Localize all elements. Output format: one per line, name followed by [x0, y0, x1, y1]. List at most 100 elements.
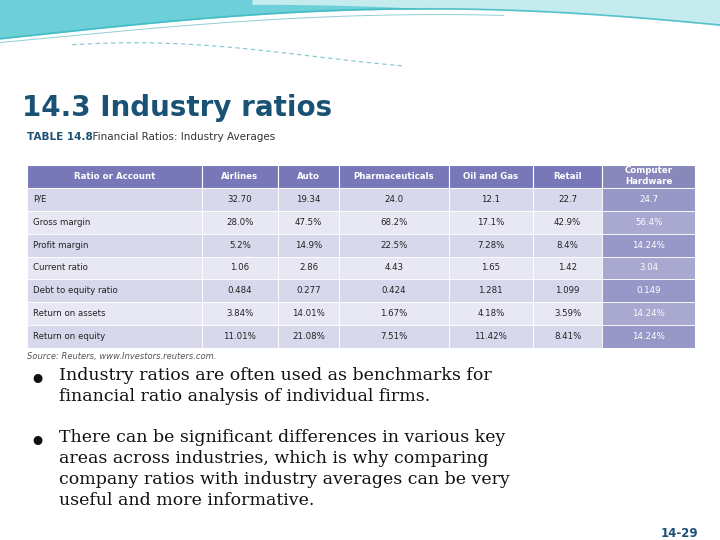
Text: 3.59%: 3.59%	[554, 309, 581, 319]
Bar	[533, 302, 603, 325]
Bar	[603, 188, 695, 211]
Text: 14.24%: 14.24%	[632, 332, 665, 341]
Text: 32.70: 32.70	[228, 194, 252, 204]
Text: Industry ratios are often used as benchmarks for
financial ratio analysis of ind: Industry ratios are often used as benchm…	[59, 367, 492, 405]
Bar	[603, 325, 695, 348]
Bar	[603, 233, 695, 256]
Text: 68.2%: 68.2%	[380, 218, 408, 227]
Text: 12.1: 12.1	[481, 194, 500, 204]
Bar	[202, 302, 278, 325]
Text: 4.18%: 4.18%	[477, 309, 505, 319]
Text: 1.099: 1.099	[555, 286, 580, 295]
Bar	[27, 165, 202, 188]
Bar	[27, 188, 202, 211]
Bar	[202, 280, 278, 302]
Bar	[27, 280, 202, 302]
Text: 7.28%: 7.28%	[477, 240, 505, 249]
Bar	[449, 233, 533, 256]
Bar	[533, 233, 603, 256]
Text: There can be significant differences in various key
areas across industries, whi: There can be significant differences in …	[59, 429, 510, 509]
Text: Pharmaceuticals: Pharmaceuticals	[354, 172, 434, 181]
Bar	[533, 280, 603, 302]
Text: 3.04: 3.04	[639, 264, 658, 273]
Text: Gross margin: Gross margin	[32, 218, 90, 227]
Text: 19.34: 19.34	[296, 194, 320, 204]
Bar	[603, 165, 695, 188]
Bar	[338, 302, 449, 325]
Bar	[603, 211, 695, 234]
Text: 42.9%: 42.9%	[554, 218, 581, 227]
Bar	[449, 211, 533, 234]
Bar	[278, 233, 338, 256]
Bar	[202, 165, 278, 188]
Text: 22.5%: 22.5%	[380, 240, 408, 249]
Bar	[338, 188, 449, 211]
Text: 17.1%: 17.1%	[477, 218, 505, 227]
Text: 3.84%: 3.84%	[226, 309, 253, 319]
Text: 14.3 Industry ratios: 14.3 Industry ratios	[22, 94, 332, 122]
Text: •: •	[28, 429, 47, 458]
Polygon shape	[0, 10, 720, 97]
Bar	[278, 280, 338, 302]
Text: Debt to equity ratio: Debt to equity ratio	[32, 286, 117, 295]
Bar	[533, 211, 603, 234]
Text: 0.149: 0.149	[636, 286, 661, 295]
Bar	[27, 256, 202, 280]
Text: 56.4%: 56.4%	[635, 218, 662, 227]
Text: 21.08%: 21.08%	[292, 332, 325, 341]
Text: 4.43: 4.43	[384, 264, 403, 273]
Bar	[202, 188, 278, 211]
Text: Ratio or Account: Ratio or Account	[73, 172, 155, 181]
Text: Current ratio: Current ratio	[32, 264, 88, 273]
Text: Source: Reuters, www.Investors.reuters.com.: Source: Reuters, www.Investors.reuters.c…	[27, 352, 217, 361]
Text: 8.41%: 8.41%	[554, 332, 581, 341]
Bar	[278, 256, 338, 280]
Text: 8.4%: 8.4%	[557, 240, 578, 249]
Bar	[449, 188, 533, 211]
Bar	[533, 188, 603, 211]
Text: 1.67%: 1.67%	[380, 309, 408, 319]
Text: Auto: Auto	[297, 172, 320, 181]
Text: •: •	[28, 367, 47, 396]
Bar	[449, 325, 533, 348]
Text: 5.2%: 5.2%	[229, 240, 251, 249]
Bar	[278, 165, 338, 188]
Bar	[202, 256, 278, 280]
Text: 47.5%: 47.5%	[294, 218, 322, 227]
Bar	[338, 256, 449, 280]
Text: Retail: Retail	[553, 172, 582, 181]
Bar	[202, 233, 278, 256]
Text: Airlines: Airlines	[221, 172, 258, 181]
Bar	[338, 211, 449, 234]
Bar	[338, 280, 449, 302]
Text: Return on assets: Return on assets	[32, 309, 105, 319]
Bar	[27, 325, 202, 348]
Text: 28.0%: 28.0%	[226, 218, 253, 227]
Polygon shape	[253, 0, 720, 28]
Bar	[533, 325, 603, 348]
Text: 0.484: 0.484	[228, 286, 252, 295]
Text: 22.7: 22.7	[558, 194, 577, 204]
Bar	[603, 302, 695, 325]
Bar	[338, 233, 449, 256]
Bar	[533, 256, 603, 280]
Text: 1.42: 1.42	[558, 264, 577, 273]
Bar	[449, 280, 533, 302]
Text: 14.24%: 14.24%	[632, 309, 665, 319]
Text: 24.0: 24.0	[384, 194, 403, 204]
Text: Financial Ratios: Industry Averages: Financial Ratios: Industry Averages	[86, 132, 276, 141]
Bar	[449, 256, 533, 280]
Text: 14.01%: 14.01%	[292, 309, 325, 319]
Bar	[338, 165, 449, 188]
Bar	[278, 302, 338, 325]
Text: 24.7: 24.7	[639, 194, 658, 204]
Bar	[27, 233, 202, 256]
Bar	[202, 211, 278, 234]
Text: 2.86: 2.86	[299, 264, 318, 273]
Bar	[202, 325, 278, 348]
Text: TABLE 14.8: TABLE 14.8	[27, 132, 93, 141]
Text: 11.42%: 11.42%	[474, 332, 507, 341]
Bar	[533, 165, 603, 188]
Text: 0.277: 0.277	[296, 286, 321, 295]
Text: 14-29: 14-29	[661, 527, 698, 540]
